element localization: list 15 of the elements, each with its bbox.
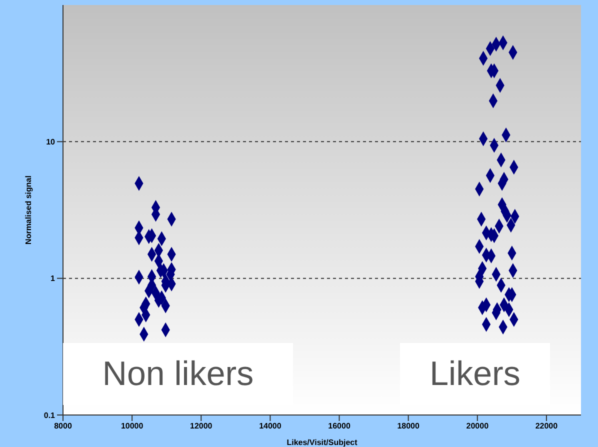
y-tick-label: 1	[50, 274, 56, 284]
y-tick-label: 0.1	[44, 410, 56, 420]
x-tick-label: 8000	[54, 422, 72, 431]
x-tick-label: 22000	[535, 422, 558, 431]
x-tick-label: 14000	[259, 422, 282, 431]
x-tick-label: 10000	[120, 422, 144, 431]
x-tick-label: 16000	[328, 422, 351, 431]
x-tick-label: 20000	[466, 422, 490, 431]
y-axis-title: Normalised signal	[24, 176, 33, 244]
x-tick-label: 18000	[397, 422, 420, 431]
y-tick-label: 10	[46, 138, 56, 147]
x-tick-label: 12000	[190, 422, 213, 431]
x-axis-title: Likes/Visit/Subject	[286, 438, 358, 447]
annotation: Likers	[400, 343, 550, 405]
annotation: Non likers	[63, 343, 293, 405]
